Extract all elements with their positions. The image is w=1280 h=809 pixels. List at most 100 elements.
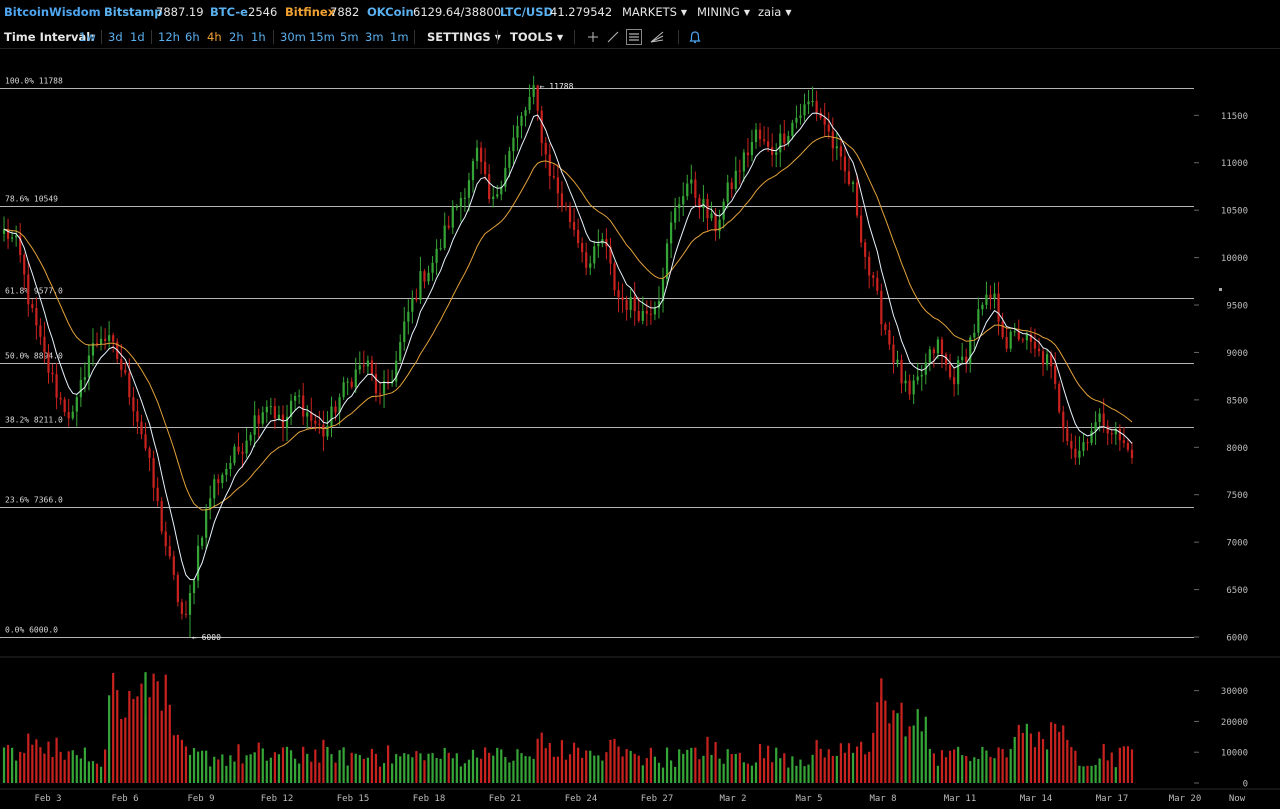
- mining-menu[interactable]: MINING ▼: [697, 0, 750, 24]
- candle-body: [326, 425, 329, 437]
- interval-2h[interactable]: 2h: [229, 30, 244, 44]
- x-axis-tick-label: Mar 17: [1096, 794, 1129, 804]
- volume-bar: [148, 697, 151, 783]
- interval-1h[interactable]: 1h: [251, 30, 266, 44]
- ticker-bitfinex-name[interactable]: Bitfinex: [285, 5, 336, 19]
- crosshair-icon[interactable]: [586, 30, 600, 44]
- low-annotation: ← 6000: [192, 633, 221, 642]
- candle-body: [847, 171, 851, 185]
- volume-bar: [334, 762, 337, 783]
- volume-bar: [479, 758, 483, 783]
- volume-bar: [1029, 733, 1033, 783]
- candle-body: [661, 278, 665, 301]
- candle-body: [27, 274, 30, 305]
- candle-body: [172, 556, 175, 575]
- candle-body: [795, 117, 798, 123]
- fibonacci-retracement[interactable]: 100.0% 11788 78.6% 10549 61.8% 9577.0 50.0%…: [0, 77, 1194, 643]
- volume-bar: [661, 767, 665, 783]
- interval-3d[interactable]: 3d: [108, 30, 123, 44]
- candle-body: [225, 468, 228, 475]
- interval-3m[interactable]: 3m: [365, 30, 384, 44]
- candle-body: [694, 179, 697, 198]
- horizontal-lines-icon[interactable]: [626, 29, 642, 45]
- interval-1m[interactable]: 1m: [390, 30, 409, 44]
- divider: [678, 30, 679, 44]
- volume-bar: [152, 673, 155, 783]
- volume-bar: [855, 746, 859, 783]
- volume-bar: [310, 761, 313, 783]
- x-axis-tick-label: Feb 9: [187, 794, 214, 804]
- candle-body: [581, 243, 584, 253]
- candle-body: [229, 463, 232, 469]
- volume-bar: [1130, 749, 1134, 783]
- candle-body: [985, 294, 988, 305]
- volume-bar: [221, 754, 224, 783]
- markets-menu[interactable]: MARKETS ▼: [622, 0, 687, 24]
- interval-15m[interactable]: 15m: [309, 30, 335, 44]
- volume-bar: [475, 757, 479, 783]
- ticker-btce-name[interactable]: BTC-e: [210, 5, 248, 19]
- ticker-ltcusd-name[interactable]: LTC/USD: [500, 5, 554, 19]
- candle-body: [1066, 428, 1069, 441]
- candle-body: [39, 325, 42, 337]
- tools-menu[interactable]: TOOLS ▼: [510, 26, 563, 48]
- ticker-okcoin-name[interactable]: OKCoin: [367, 5, 414, 19]
- candle-body: [779, 133, 782, 153]
- y-axis-tick-label: 6500: [1226, 586, 1248, 596]
- candle-body: [969, 337, 972, 363]
- volume-bar: [362, 758, 365, 783]
- volume-bar: [758, 743, 762, 783]
- volume-bar: [548, 742, 551, 783]
- line-draw-icon[interactable]: [606, 30, 620, 44]
- candle-body: [95, 343, 99, 345]
- fibonacci-fan-icon[interactable]: [649, 30, 665, 44]
- candle-body: [31, 304, 34, 309]
- volume-bar: [576, 747, 580, 783]
- volume-bar: [1041, 739, 1045, 783]
- candle-body: [463, 197, 467, 199]
- volume-bar: [665, 747, 669, 783]
- volume-bar: [678, 749, 681, 783]
- volume-bar: [306, 753, 309, 783]
- alert-bell-icon[interactable]: [688, 30, 702, 44]
- candle-body: [1009, 331, 1012, 349]
- volume-bar: [787, 767, 790, 783]
- candle-body: [718, 219, 721, 232]
- user-menu[interactable]: zaia ▼: [758, 0, 791, 24]
- volume-bar: [864, 754, 867, 783]
- interval-12h[interactable]: 12h: [158, 30, 180, 44]
- volume-bar: [23, 753, 26, 783]
- candle-body: [859, 215, 863, 243]
- volume-bar: [1074, 750, 1077, 783]
- fast-moving-average-line: [3, 112, 1133, 581]
- candle-body: [839, 146, 843, 157]
- interval-1d[interactable]: 1d: [130, 30, 145, 44]
- brand-logo[interactable]: BitcoinWisdom: [4, 5, 101, 19]
- volume-bar: [201, 750, 204, 783]
- candle-body: [508, 151, 511, 168]
- candle-body: [484, 161, 487, 175]
- candle-body: [447, 225, 450, 228]
- candle-body: [965, 356, 968, 363]
- volume-bar: [103, 749, 107, 783]
- volume-bar: [59, 751, 62, 783]
- ticker-btce-price: 2546: [248, 5, 278, 19]
- interval-4h-active[interactable]: 4h: [207, 30, 222, 44]
- volume-bar: [1102, 743, 1105, 783]
- volume-bar: [589, 750, 592, 783]
- candle-body: [734, 170, 737, 189]
- fib-level-label: 61.8% 9577.0: [5, 287, 63, 296]
- volume-peak-bar: [144, 672, 147, 783]
- interval-5m[interactable]: 5m: [340, 30, 359, 44]
- candle-body: [471, 161, 475, 181]
- volume-bar: [484, 747, 487, 783]
- candle-body: [63, 399, 66, 413]
- volume-bar: [714, 742, 717, 783]
- ticker-bitstamp-name[interactable]: Bitstamp: [104, 5, 163, 19]
- interval-30m[interactable]: 30m: [280, 30, 306, 44]
- volume-bar: [552, 756, 555, 783]
- interval-1w[interactable]: 1w: [79, 30, 96, 44]
- interval-6h[interactable]: 6h: [185, 30, 200, 44]
- candle-body: [431, 262, 434, 273]
